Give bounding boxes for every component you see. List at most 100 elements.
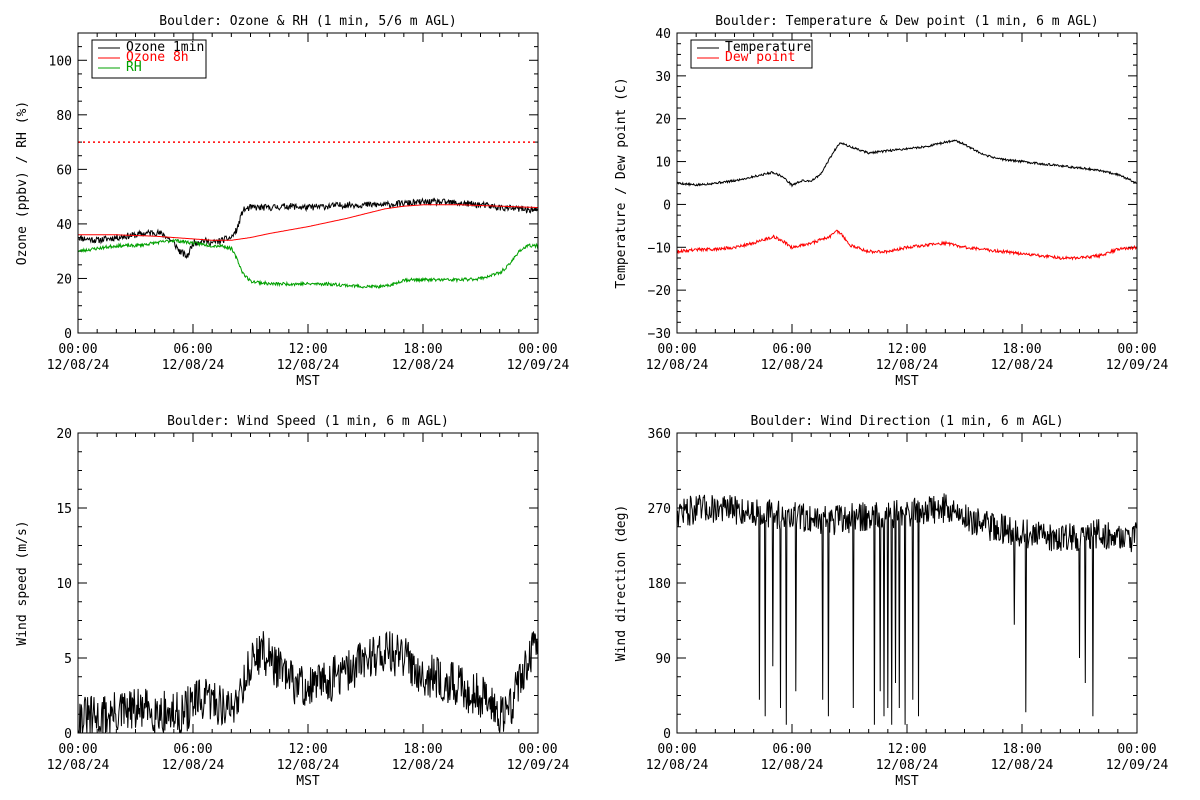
x-tick-time-label: 12:00 <box>887 742 926 757</box>
chart-title: Boulder: Ozone & RH (1 min, 5/6 m AGL) <box>159 14 456 29</box>
x-tick-date-label: 12/08/24 <box>392 758 455 773</box>
x-tick-time-label: 00:00 <box>1117 742 1156 757</box>
x-tick-date-label: 12/08/24 <box>991 358 1054 373</box>
x-tick-time-label: 12:00 <box>288 742 327 757</box>
x-tick-time-label: 18:00 <box>403 342 442 357</box>
series-line-dew-point <box>677 229 1137 261</box>
chart-title: Boulder: Wind Direction (1 min, 6 m AGL) <box>750 414 1063 429</box>
y-tick-label: 0 <box>663 727 671 742</box>
series-line-ozone-8h <box>78 204 538 241</box>
y-tick-label: 20 <box>56 427 72 442</box>
x-tick-time-label: 00:00 <box>657 742 696 757</box>
y-tick-label: 40 <box>56 218 72 233</box>
x-tick-time-label: 06:00 <box>173 342 212 357</box>
legend-label: Temperature <box>725 40 811 55</box>
x-tick-date-label: 12/08/24 <box>646 758 709 773</box>
series-line-wind-direction <box>677 493 1137 725</box>
y-tick-label: 60 <box>56 163 72 178</box>
x-tick-time-label: 00:00 <box>1117 342 1156 357</box>
x-tick-date-label: 12/08/24 <box>991 758 1054 773</box>
x-axis-label: MST <box>296 774 320 789</box>
temperature-dewpoint-chart: Boulder: Temperature & Dew point (1 min,… <box>614 14 1168 389</box>
x-tick-date-label: 12/08/24 <box>162 358 225 373</box>
x-tick-time-label: 12:00 <box>288 342 327 357</box>
x-tick-date-label: 12/08/24 <box>761 358 824 373</box>
x-tick-time-label: 00:00 <box>58 742 97 757</box>
y-tick-label: 10 <box>56 577 72 592</box>
y-tick-label: −10 <box>648 241 671 256</box>
series-line-ozone-1min <box>78 197 538 260</box>
y-axis-label: Ozone (ppbv) / RH (%) <box>15 101 30 265</box>
y-tick-label: 15 <box>56 502 72 517</box>
x-tick-date-label: 12/08/24 <box>277 758 340 773</box>
x-tick-date-label: 12/08/24 <box>47 358 110 373</box>
series-line-temperature <box>677 139 1137 188</box>
legend-label: Ozone 1min <box>126 40 204 55</box>
x-tick-time-label: 00:00 <box>518 342 557 357</box>
x-tick-time-label: 18:00 <box>1002 342 1041 357</box>
x-tick-date-label: 12/08/24 <box>646 358 709 373</box>
x-tick-date-label: 12/08/24 <box>761 758 824 773</box>
y-tick-label: 90 <box>655 652 671 667</box>
y-tick-label: 20 <box>655 113 671 128</box>
x-tick-date-label: 12/09/24 <box>507 758 570 773</box>
x-axis-label: MST <box>895 374 919 389</box>
y-tick-label: −20 <box>648 284 671 299</box>
chart-title: Boulder: Wind Speed (1 min, 6 m AGL) <box>167 414 449 429</box>
y-tick-label: −30 <box>648 327 671 342</box>
x-tick-time-label: 12:00 <box>887 342 926 357</box>
wind-speed-chart: Boulder: Wind Speed (1 min, 6 m AGL) Wind… <box>15 414 569 789</box>
wind-direction-chart: Boulder: Wind Direction (1 min, 6 m AGL)… <box>614 414 1168 789</box>
x-tick-date-label: 12/09/24 <box>1106 758 1169 773</box>
series-line-rh <box>78 238 538 290</box>
y-axis-label: Wind direction (deg) <box>614 505 629 662</box>
x-tick-time-label: 00:00 <box>518 742 557 757</box>
y-tick-label: 10 <box>655 156 671 171</box>
y-tick-label: 360 <box>648 427 671 442</box>
legend-label: Dew point <box>725 50 795 65</box>
x-tick-date-label: 12/08/24 <box>876 758 939 773</box>
y-axis-label: Temperature / Dew point (C) <box>614 77 629 288</box>
y-tick-label: 100 <box>49 54 72 69</box>
legend-box <box>91 39 207 79</box>
x-tick-date-label: 12/08/24 <box>876 358 939 373</box>
legend-label: RH <box>126 60 142 75</box>
plot-frame <box>676 432 1138 734</box>
y-tick-label: 0 <box>64 327 72 342</box>
plot-frame <box>77 32 539 334</box>
y-tick-label: 20 <box>56 272 72 287</box>
y-tick-label: 0 <box>663 198 671 213</box>
x-axis-label: MST <box>895 774 919 789</box>
y-tick-label: 180 <box>648 577 671 592</box>
x-tick-time-label: 00:00 <box>58 342 97 357</box>
legend-label: Ozone 8h <box>126 50 189 65</box>
x-tick-time-label: 18:00 <box>403 742 442 757</box>
y-tick-label: 30 <box>655 70 671 85</box>
x-tick-date-label: 12/09/24 <box>1106 358 1169 373</box>
y-axis-label: Wind speed (m/s) <box>15 520 30 645</box>
plot-frame <box>676 32 1138 334</box>
x-tick-time-label: 06:00 <box>772 342 811 357</box>
y-tick-label: 5 <box>64 652 72 667</box>
y-tick-label: 40 <box>655 27 671 42</box>
plot-frame <box>77 432 539 734</box>
y-tick-label: 0 <box>64 727 72 742</box>
x-axis-label: MST <box>296 374 320 389</box>
y-tick-label: 270 <box>648 502 671 517</box>
y-tick-label: 80 <box>56 109 72 124</box>
ozone-rh-chart: Boulder: Ozone & RH (1 min, 5/6 m AGL) Oz… <box>15 14 569 389</box>
x-tick-time-label: 18:00 <box>1002 742 1041 757</box>
x-tick-time-label: 06:00 <box>173 742 212 757</box>
x-tick-date-label: 12/08/24 <box>392 358 455 373</box>
x-tick-date-label: 12/08/24 <box>47 758 110 773</box>
x-tick-time-label: 00:00 <box>657 342 696 357</box>
x-tick-date-label: 12/08/24 <box>162 758 225 773</box>
x-tick-date-label: 12/08/24 <box>277 358 340 373</box>
x-tick-time-label: 06:00 <box>772 742 811 757</box>
chart-title: Boulder: Temperature & Dew point (1 min,… <box>715 14 1099 29</box>
x-tick-date-label: 12/09/24 <box>507 358 570 373</box>
series-line-wind-speed <box>78 631 538 733</box>
